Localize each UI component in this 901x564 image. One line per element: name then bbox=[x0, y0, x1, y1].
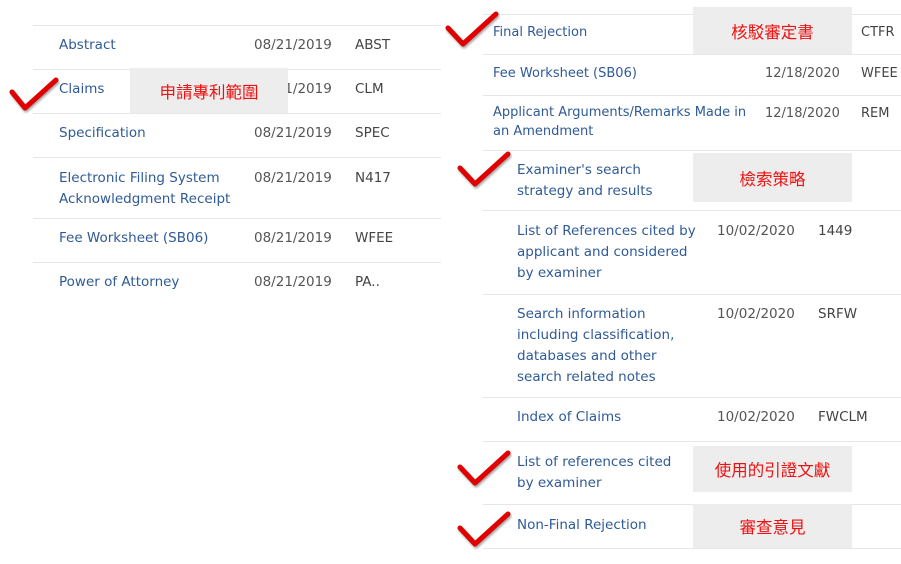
document-code: FWCLM bbox=[818, 409, 868, 425]
annotation-label: 審查意見 bbox=[693, 504, 852, 548]
divider bbox=[33, 218, 441, 219]
annotation-label: 核駁審定書 bbox=[693, 7, 852, 54]
divider bbox=[483, 14, 901, 15]
document-link[interactable]: Search information including classificat… bbox=[517, 306, 675, 385]
document-code: SPEC bbox=[355, 125, 390, 141]
document-code: CLM bbox=[355, 81, 384, 97]
divider bbox=[483, 441, 901, 442]
document-link[interactable]: Applicant Arguments/Remarks Made in an A… bbox=[493, 105, 747, 139]
document-code: REM bbox=[861, 106, 890, 121]
checkmark-icon bbox=[457, 450, 511, 486]
divider bbox=[33, 157, 441, 158]
document-code: WFEE bbox=[355, 230, 394, 246]
document-date: 08/21/2019 bbox=[254, 125, 332, 141]
divider bbox=[33, 262, 441, 263]
document-date: 08/21/2019 bbox=[254, 170, 332, 186]
checkmark-icon bbox=[9, 77, 59, 111]
document-link[interactable]: Claims bbox=[59, 81, 105, 97]
document-code: ABST bbox=[355, 37, 391, 53]
divider bbox=[483, 397, 901, 398]
divider bbox=[483, 548, 901, 549]
annotation-label: 檢索策略 bbox=[693, 153, 852, 202]
divider bbox=[33, 113, 441, 114]
document-link[interactable]: Final Rejection bbox=[493, 25, 588, 40]
checkmark-icon bbox=[457, 151, 511, 187]
document-code: PA.. bbox=[355, 274, 380, 290]
divider bbox=[33, 25, 441, 26]
document-date: 08/21/2019 bbox=[254, 230, 332, 246]
document-date: 12/18/2020 bbox=[765, 66, 840, 81]
document-date: 12/18/2020 bbox=[765, 106, 840, 121]
divider bbox=[483, 54, 901, 55]
divider bbox=[483, 210, 901, 211]
annotation-label: 使用的引證文獻 bbox=[693, 446, 852, 492]
document-link[interactable]: Index of Claims bbox=[517, 409, 622, 425]
document-code: SRFW bbox=[818, 306, 858, 322]
document-date: 10/02/2020 bbox=[717, 223, 795, 239]
document-link[interactable]: List of References cited by applicant an… bbox=[517, 223, 696, 281]
document-date: 10/02/2020 bbox=[717, 409, 795, 425]
document-code: WFEE bbox=[861, 66, 898, 81]
document-link[interactable]: Fee Worksheet (SB06) bbox=[59, 230, 209, 246]
document-date: 10/02/2020 bbox=[717, 306, 795, 322]
document-code: N417 bbox=[355, 170, 391, 186]
divider bbox=[483, 95, 901, 96]
document-link[interactable]: Specification bbox=[59, 125, 146, 141]
document-link[interactable]: Non-Final Rejection bbox=[517, 517, 647, 533]
document-code: 1449 bbox=[818, 223, 853, 239]
checkmark-icon bbox=[457, 511, 511, 547]
document-link[interactable]: Abstract bbox=[59, 37, 116, 53]
checkmark-icon bbox=[445, 11, 499, 47]
annotation-label: 申請專利範圍 bbox=[130, 68, 288, 113]
document-link[interactable]: List of references cited by examiner bbox=[517, 454, 672, 491]
document-code: CTFR bbox=[861, 25, 895, 40]
document-date: 08/21/2019 bbox=[254, 37, 332, 53]
document-link[interactable]: Fee Worksheet (SB06) bbox=[493, 66, 637, 81]
divider bbox=[483, 294, 901, 295]
document-date: 08/21/2019 bbox=[254, 274, 332, 290]
divider bbox=[483, 150, 901, 151]
document-link[interactable]: Examiner's search strategy and results bbox=[517, 162, 653, 199]
divider bbox=[483, 504, 901, 505]
document-link[interactable]: Power of Attorney bbox=[59, 274, 180, 290]
document-link[interactable]: Electronic Filing System Acknowledgment … bbox=[59, 170, 231, 207]
